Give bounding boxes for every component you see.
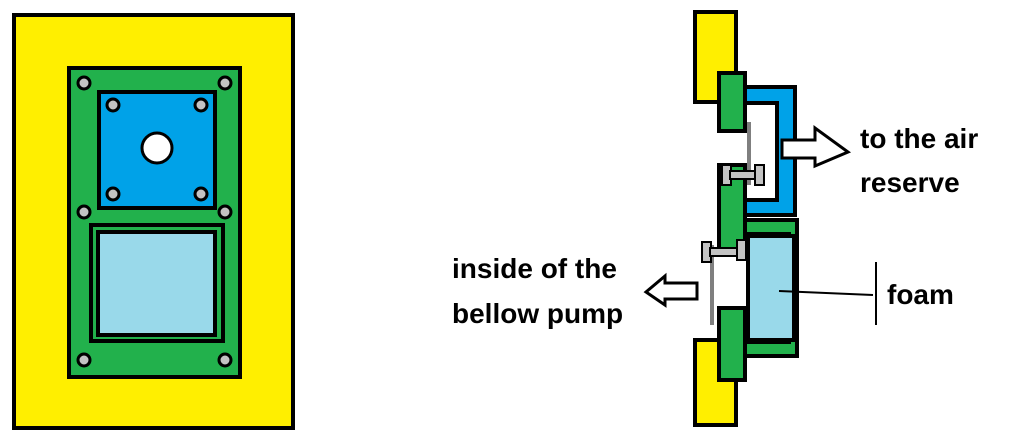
rivet-top	[721, 164, 765, 186]
screw	[217, 352, 233, 368]
screw	[217, 75, 233, 91]
screw	[105, 186, 121, 202]
foam-window	[96, 230, 217, 337]
foam-block	[746, 234, 796, 342]
foam-leader-line	[778, 290, 874, 296]
screw	[105, 97, 121, 113]
green-board-bottom	[717, 306, 747, 382]
side-view	[643, 10, 877, 427]
screw	[76, 352, 92, 368]
screw	[217, 204, 233, 220]
arrow-into-bellow-pump	[643, 272, 699, 308]
rivet-bottom	[701, 239, 747, 263]
air-hole	[140, 131, 174, 165]
green-board-top	[717, 71, 747, 133]
yellow-frame-top	[693, 10, 738, 104]
screw	[193, 186, 209, 202]
label-inside-of-the: inside of the	[452, 253, 617, 284]
screw	[76, 204, 92, 220]
label-reserve: reserve	[860, 167, 960, 198]
arrow-to-air-reserve	[780, 125, 852, 169]
foam-window-outer	[89, 223, 225, 343]
screw	[193, 97, 209, 113]
screw	[76, 75, 92, 91]
label-foam: foam	[887, 279, 954, 310]
label-bellow-pump: bellow pump	[452, 298, 623, 329]
label-to-the-air: to the air	[860, 123, 978, 154]
front-view	[12, 13, 295, 430]
